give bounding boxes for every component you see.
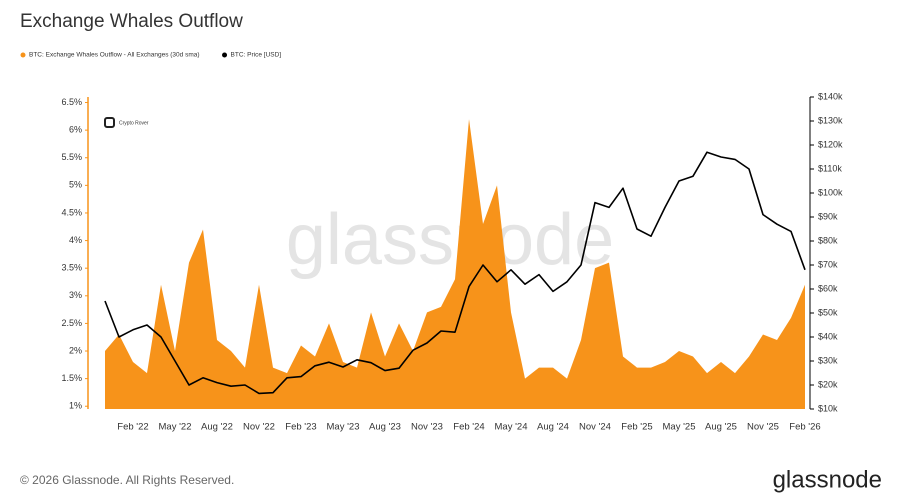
legend-marker	[20, 52, 26, 58]
y2-tick-label: $120k	[818, 139, 843, 149]
y2-tick-label: $140k	[818, 91, 843, 101]
y2-tick-label: $30k	[818, 355, 838, 365]
y2-tick-label: $20k	[818, 379, 838, 389]
y-tick-label: 3.5%	[61, 263, 82, 273]
chart-title: Exchange Whales Outflow	[20, 11, 243, 32]
y2-tick-label: $60k	[818, 283, 838, 293]
x-tick-label: May '25	[663, 422, 696, 433]
x-tick-label: Aug '25	[705, 422, 737, 433]
x-tick-label: May '22	[159, 422, 192, 433]
x-tick-label: Feb '22	[117, 422, 148, 433]
x-tick-label: Nov '23	[411, 422, 443, 433]
x-tick-label: Nov '24	[579, 422, 611, 433]
legend-label: BTC: Price [USD]	[231, 52, 282, 59]
line	[104, 151, 806, 395]
watermark: glassnode	[286, 200, 614, 280]
x-tick-label: Nov '22	[243, 422, 275, 433]
x-tick-label: Feb '26	[789, 422, 820, 433]
x-tick-label: May '23	[327, 422, 360, 433]
x-tick-label: May '24	[495, 422, 528, 433]
y2-tick-label: $80k	[818, 235, 838, 245]
x-tick-label: Nov '25	[747, 422, 779, 433]
logo: glassnode	[773, 466, 882, 493]
y2-tick-label: $10k	[818, 403, 838, 413]
y2-tick-label: $50k	[818, 307, 838, 317]
y-tick-label: 3%	[69, 290, 82, 300]
y2-tick-label: $130k	[818, 115, 843, 125]
y-tick-label: 1.5%	[61, 373, 82, 383]
copyright: © 2026 Glassnode. All Rights Reserved.	[20, 473, 234, 487]
y2-tick-label: $40k	[818, 331, 838, 341]
x-tick-label: Feb '25	[621, 422, 652, 433]
area	[105, 119, 805, 409]
y2-tick-label: $70k	[818, 259, 838, 269]
legend-marker	[222, 52, 228, 58]
x-tick-label: Aug '22	[201, 422, 233, 433]
y-tick-label: 4%	[69, 235, 82, 245]
x-tick-label: Feb '23	[285, 422, 316, 433]
y2-tick-label: $100k	[818, 187, 843, 197]
y2-tick-label: $110k	[818, 163, 842, 173]
y2-tick-label: $90k	[818, 211, 838, 221]
y-tick-label: 5%	[69, 180, 82, 190]
y-tick-label: 6%	[69, 125, 82, 135]
x-tick-label: Aug '24	[537, 422, 569, 433]
badge: Crypto Rover	[119, 120, 149, 126]
x-tick-label: Aug '23	[369, 422, 401, 433]
y-tick-label: 2%	[69, 345, 82, 355]
y-tick-label: 2.5%	[61, 318, 82, 328]
badge-icon	[104, 117, 115, 128]
y-tick-label: 1%	[69, 401, 82, 411]
legend-label: BTC: Exchange Whales Outflow - All Excha…	[29, 52, 200, 59]
y-tick-label: 6.5%	[61, 97, 82, 107]
y-tick-label: 4.5%	[61, 207, 82, 217]
x-tick-label: Feb '24	[453, 422, 484, 433]
y-tick-label: 5.5%	[61, 152, 82, 162]
